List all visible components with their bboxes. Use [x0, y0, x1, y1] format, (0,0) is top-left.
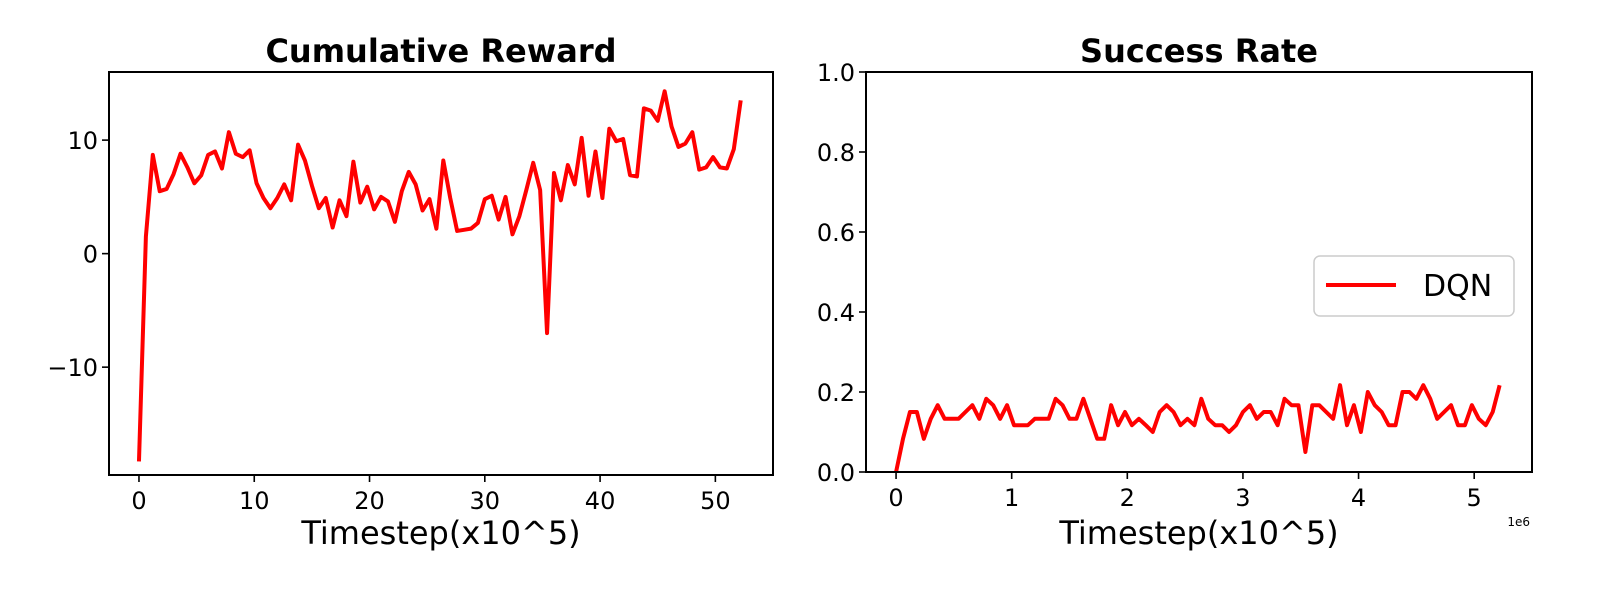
- success-rate-x-tick-label: 3: [1235, 484, 1250, 512]
- cumulative-reward-y-tick-label: 0: [83, 241, 98, 269]
- legend-dqn-label: DQN: [1423, 269, 1492, 304]
- success-rate-x-tick-label: 0: [888, 484, 903, 512]
- success-rate-ticks: 0 1 2 3 4 5 0.0 0.2 0.4 0.6 0.8 1.0: [817, 59, 1482, 512]
- success-rate-y-tick-label: 0.2: [817, 379, 855, 407]
- cumulative-reward-y-tick-label: 10: [67, 127, 98, 155]
- success-rate-chart: Success Rate 0 1 2 3 4 5 0.0 0.2 0.4 0.6 0.8 1.0 Ti…: [817, 32, 1533, 552]
- cumulative-reward-plot-area: [136, 89, 743, 462]
- success-rate-x-axis-label: Timestep(x10^5): [1058, 514, 1338, 552]
- legend: DQN: [1313, 255, 1515, 317]
- cumulative-reward-ticks: 0 10 20 30 40 50 −10 0 10: [47, 127, 730, 515]
- cumulative-reward-x-tick-label: 40: [585, 487, 616, 515]
- cumulative-reward-axes-frame: [108, 71, 774, 476]
- success-rate-axes-frame: [865, 71, 1533, 473]
- success-rate-x-tick-label: 2: [1120, 484, 1135, 512]
- success-rate-series-line: [894, 383, 1502, 473]
- cumulative-reward-y-tick-label: −10: [47, 354, 98, 382]
- success-rate-y-tick-label: 0.4: [817, 299, 855, 327]
- cumulative-reward-x-tick-label: 0: [131, 487, 146, 515]
- success-rate-y-tick-label: 0.8: [817, 139, 855, 167]
- cumulative-reward-title: Cumulative Reward: [265, 32, 616, 70]
- cumulative-reward-x-tick-label: 10: [239, 487, 270, 515]
- success-rate-x-tick-label: 4: [1351, 484, 1366, 512]
- cumulative-reward-x-tick-label: 20: [354, 487, 385, 515]
- cumulative-reward-x-axis-label: Timestep(x10^5): [300, 514, 580, 552]
- success-rate-x-tick-label: 5: [1467, 484, 1482, 512]
- success-rate-y-tick-label: 1.0: [817, 59, 855, 87]
- cumulative-reward-chart: Cumulative Reward 0 10 20 30 40 50 −10 0 10 Time…: [47, 32, 774, 552]
- success-rate-x-tick-label: 1: [1004, 484, 1019, 512]
- success-rate-title: Success Rate: [1080, 32, 1318, 70]
- success-rate-plot-area: [894, 383, 1502, 473]
- cumulative-reward-x-tick-label: 30: [470, 487, 501, 515]
- success-rate-y-tick-label: 0.6: [817, 219, 855, 247]
- success-rate-y-tick-label: 0.0: [817, 459, 855, 487]
- success-rate-x-offset-label: 1e6: [1507, 515, 1530, 529]
- cumulative-reward-series-line: [136, 89, 743, 462]
- cumulative-reward-x-tick-label: 50: [700, 487, 731, 515]
- legend-box: [1313, 255, 1515, 317]
